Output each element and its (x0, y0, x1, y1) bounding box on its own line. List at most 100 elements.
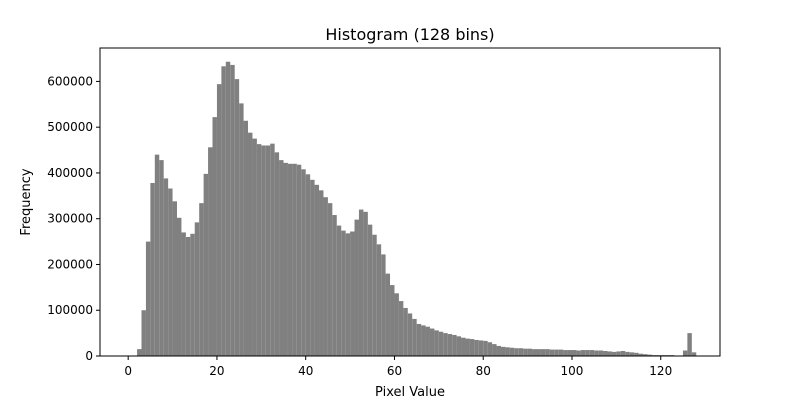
histogram-bar (497, 346, 501, 356)
histogram-bar (532, 349, 536, 356)
histogram-bar (266, 145, 270, 356)
histogram-bar (217, 84, 221, 356)
histogram-bar (377, 244, 381, 356)
histogram-bar (346, 233, 350, 356)
histogram-bar (190, 234, 194, 356)
histogram-bar (541, 349, 545, 356)
y-tick-label: 400000 (47, 166, 93, 180)
histogram-bar (461, 338, 465, 356)
histogram-bar (328, 203, 332, 356)
histogram-bar (381, 254, 385, 356)
x-axis-label: Pixel Value (375, 385, 445, 400)
histogram-bar (137, 349, 141, 356)
histogram-bar (443, 333, 447, 356)
histogram-bar (319, 190, 323, 356)
histogram-bar (270, 144, 274, 356)
histogram-bar (492, 344, 496, 356)
y-tick-label: 600000 (47, 74, 93, 88)
y-tick-label: 0 (85, 349, 93, 363)
histogram-bar (359, 210, 363, 356)
histogram-bar (155, 155, 159, 356)
histogram-bar (421, 325, 425, 356)
histogram-bar (386, 274, 390, 356)
histogram-bar (625, 352, 629, 356)
histogram-bar (457, 336, 461, 356)
histogram-bar (408, 313, 412, 356)
histogram-bar (292, 164, 296, 356)
histogram-bar (177, 218, 181, 356)
x-tick-label: 20 (209, 364, 224, 378)
histogram-bar (554, 350, 558, 356)
y-tick-label: 200000 (47, 257, 93, 271)
histogram-bar (594, 351, 598, 356)
x-tick-label: 80 (476, 364, 491, 378)
histogram-bar (221, 66, 225, 356)
histogram-bar (199, 203, 203, 356)
histogram-bar (355, 220, 359, 356)
histogram-bar (612, 352, 616, 356)
histogram-bars (137, 62, 696, 356)
histogram-bar (332, 215, 336, 356)
histogram-bar (523, 349, 527, 356)
histogram-bar (390, 285, 394, 356)
histogram-bar (323, 197, 327, 356)
histogram-bar (181, 232, 185, 356)
x-tick-label: 0 (124, 364, 132, 378)
histogram-bar (439, 332, 443, 356)
histogram-bar (394, 293, 398, 356)
histogram-bar (252, 139, 256, 356)
histogram-bar (505, 347, 509, 356)
histogram-bar (239, 103, 243, 356)
histogram-bar (572, 350, 576, 356)
histogram-bar (368, 225, 372, 356)
histogram-bar (607, 351, 611, 356)
histogram-bar (683, 351, 687, 356)
histogram-bar (204, 174, 208, 356)
histogram-bar (195, 222, 199, 356)
histogram-bar (213, 117, 217, 356)
histogram-bar (590, 350, 594, 356)
histogram-bar (248, 133, 252, 356)
histogram-bar (146, 242, 150, 356)
histogram-bar (337, 226, 341, 356)
histogram-bar (630, 352, 634, 356)
histogram-bar (244, 121, 248, 356)
histogram-bar (306, 174, 310, 356)
histogram-bar (581, 350, 585, 356)
histogram-bar (159, 160, 163, 356)
histogram-bar (235, 79, 239, 356)
histogram-bar (576, 351, 580, 356)
histogram-bar (470, 339, 474, 356)
histogram-bar (563, 350, 567, 356)
histogram-bar (412, 319, 416, 356)
histogram-bar (465, 339, 469, 356)
histogram-bar (448, 334, 452, 356)
histogram-bar (474, 340, 478, 356)
y-tick-label: 500000 (47, 120, 93, 134)
histogram-bar (288, 164, 292, 356)
histogram-bar (173, 201, 177, 356)
x-tick-label: 60 (387, 364, 402, 378)
y-axis-label: Frequency (19, 168, 34, 235)
chart-title: Histogram (128 bins) (325, 25, 494, 44)
histogram-bar (279, 160, 283, 356)
histogram-bar (261, 145, 265, 356)
histogram-bar (341, 231, 345, 356)
histogram-bar (692, 352, 696, 356)
histogram-bar (568, 350, 572, 356)
histogram-bar (150, 183, 154, 356)
histogram-bar (168, 189, 172, 357)
histogram-bar (559, 350, 563, 356)
x-tick-label: 100 (561, 364, 584, 378)
histogram-bar (514, 348, 518, 356)
histogram-bar (372, 235, 376, 356)
histogram-bar (275, 152, 279, 356)
x-tick-label: 40 (298, 364, 313, 378)
histogram-bar (545, 349, 549, 356)
histogram-bar (687, 333, 691, 356)
histogram-bar (284, 163, 288, 356)
